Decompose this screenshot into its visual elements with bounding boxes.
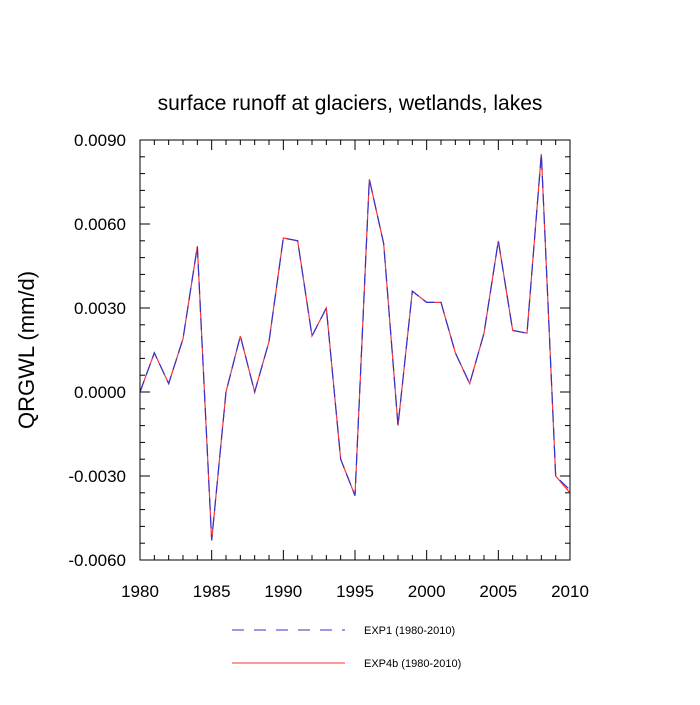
y-axis-label: QRGWL (mm/d): [14, 271, 39, 429]
axis-ticks: 1980 1985 1990 1995 2000 2005 2010 0.0090 0.0060…: [68, 131, 589, 601]
y-tick-label: 0.0090: [74, 131, 126, 150]
x-tick-label: 1985: [193, 582, 231, 601]
x-tick-label: 2000: [408, 582, 446, 601]
series-lines: [139, 153, 571, 541]
x-tick-label: 2005: [479, 582, 517, 601]
y-tick-label: 0.0000: [74, 383, 126, 402]
plot-frame: [139, 139, 571, 561]
y-tick-label: 0.0030: [74, 299, 126, 318]
x-tick-label: 2010: [551, 582, 589, 601]
y-tick-label: -0.0060: [68, 551, 126, 570]
y-tick-label: 0.0060: [74, 215, 126, 234]
series-line: [139, 153, 571, 541]
x-tick-label: 1990: [264, 582, 302, 601]
legend: EXP1 (1980-2010) EXP4b (1980-2010): [232, 625, 461, 670]
legend-label: EXP4b (1980-2010): [364, 658, 461, 670]
legend-label: EXP1 (1980-2010): [364, 625, 455, 637]
x-tick-label: 1980: [121, 582, 159, 601]
x-tick-label: 1995: [336, 582, 374, 601]
y-tick-label: -0.0030: [68, 467, 126, 486]
chart-title: surface runoff at glaciers, wetlands, la…: [158, 92, 543, 115]
